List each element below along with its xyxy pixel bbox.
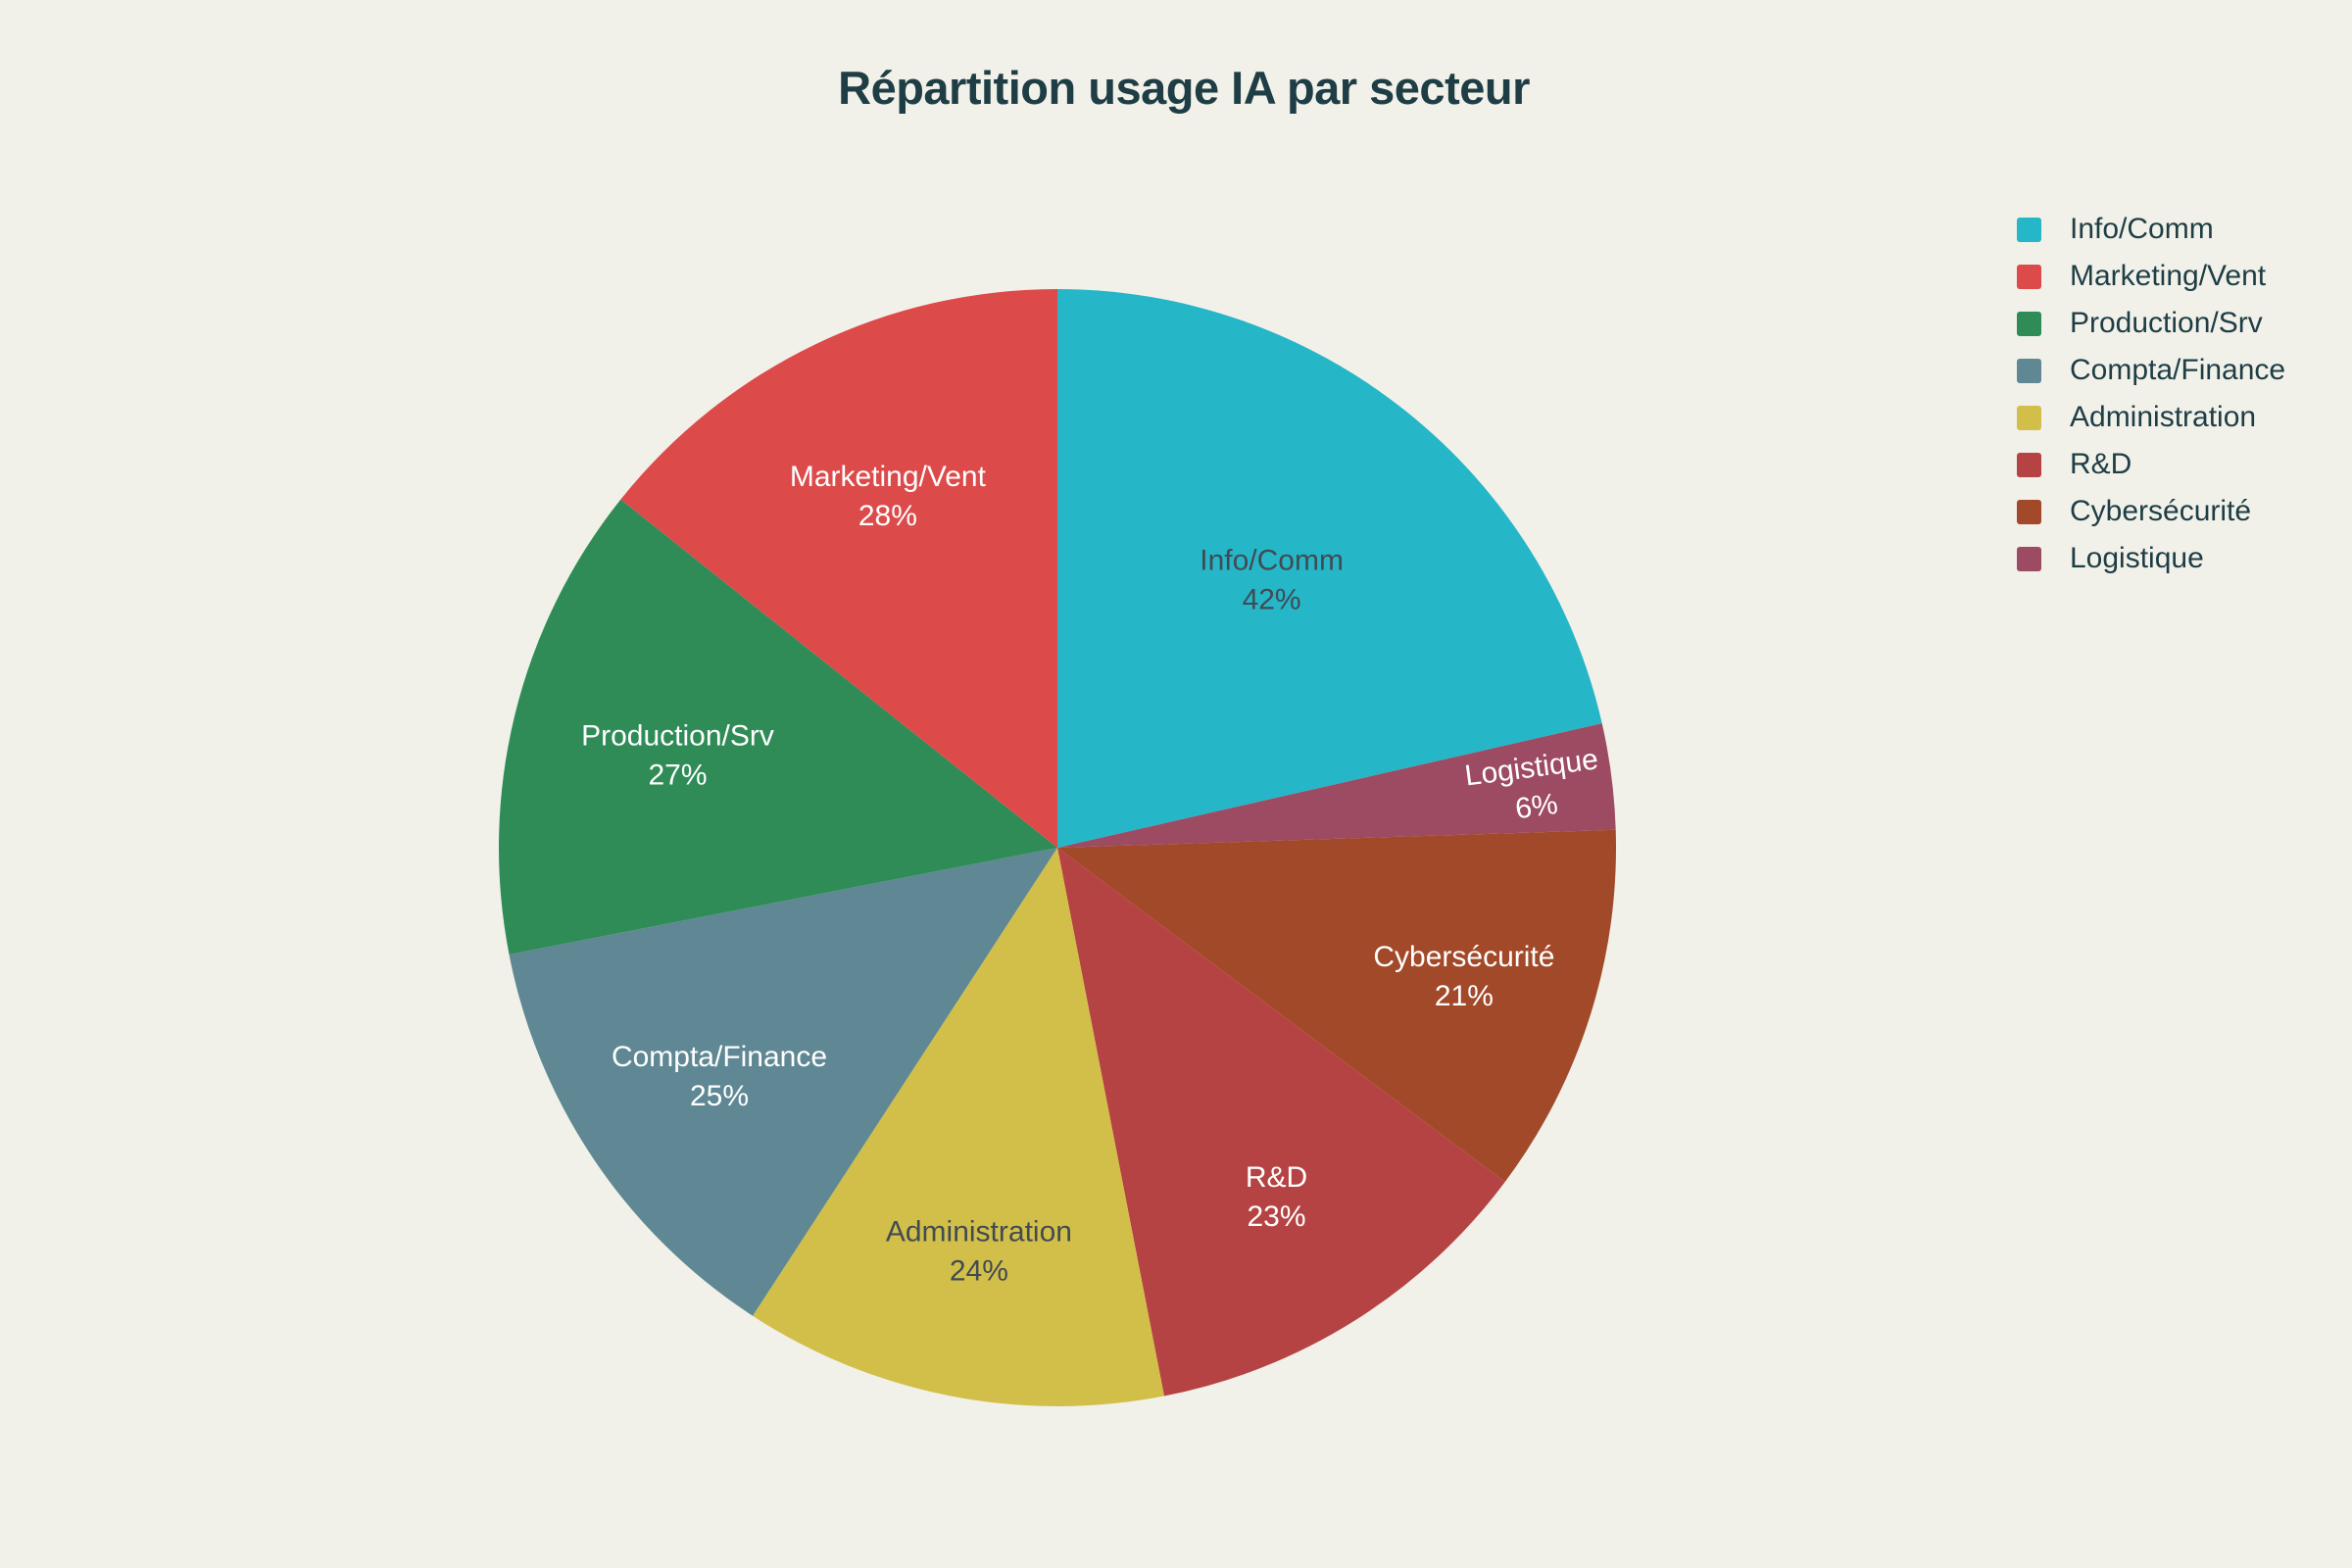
legend-item-r-d[interactable]: R&D <box>2017 441 2285 488</box>
slice-label-percent: 25% <box>690 1080 749 1112</box>
legend-item-compta-finance[interactable]: Compta/Finance <box>2017 347 2285 394</box>
slice-label-percent: 27% <box>648 760 707 792</box>
legend-item-info-comm[interactable]: Info/Comm <box>2017 206 2285 253</box>
pie-slice-administration[interactable] <box>753 848 1164 1407</box>
legend-swatch <box>2017 452 2041 477</box>
pie-slice-production-srv[interactable] <box>498 499 1057 955</box>
slice-label-percent: 28% <box>858 500 917 532</box>
legend: Info/Comm Marketing/Vent Production/Srv Com… <box>2017 206 2285 582</box>
pie-slice-cybers-curit-[interactable] <box>1057 829 1617 1182</box>
legend-swatch <box>2017 264 2041 289</box>
slice-label-percent: 42% <box>1243 583 1301 615</box>
slice-label-percent: 24% <box>950 1255 1008 1288</box>
legend-swatch <box>2017 358 2041 383</box>
legend-swatch <box>2017 499 2041 524</box>
pie-slice-label: Production/Srv 27% <box>581 720 774 792</box>
slice-label-name: Administration <box>886 1216 1072 1249</box>
legend-swatch <box>2017 311 2041 336</box>
slice-label-name: Marketing/Vent <box>790 461 987 493</box>
pie-slice-label: Marketing/Vent 28% <box>790 461 987 532</box>
slice-label-name: Compta/Finance <box>612 1041 827 1073</box>
pie-slice-label: R&D 23% <box>1246 1161 1307 1233</box>
pie-slice-logistique[interactable] <box>1057 723 1616 848</box>
pie-slice-label: Administration 24% <box>886 1216 1072 1288</box>
slice-label-percent: 21% <box>1435 980 1494 1012</box>
slice-label-name: Cybersécurité <box>1373 941 1554 973</box>
legend-label: Logistique <box>2070 542 2204 574</box>
legend-label: Marketing/Vent <box>2070 260 2267 292</box>
legend-label: Administration <box>2070 401 2257 433</box>
legend-item-logistique[interactable]: Logistique <box>2017 535 2285 582</box>
slice-label-name: R&D <box>1246 1161 1307 1194</box>
slice-label-name: Info/Comm <box>1200 544 1344 576</box>
legend-label: Compta/Finance <box>2070 354 2286 386</box>
legend-item-marketing-vent[interactable]: Marketing/Vent <box>2017 253 2285 300</box>
legend-item-administration[interactable]: Administration <box>2017 394 2285 441</box>
legend-swatch <box>2017 217 2041 242</box>
pie-slice-label: Info/Comm 42% <box>1200 544 1344 615</box>
legend-item-production-srv[interactable]: Production/Srv <box>2017 300 2285 347</box>
pie-slice-r-d[interactable] <box>1057 848 1505 1396</box>
chart-title: Répartition usage IA par secteur <box>838 62 1530 114</box>
pie-slice-info-comm[interactable] <box>1057 289 1602 848</box>
pie-slice-marketing-vent[interactable] <box>620 289 1057 848</box>
slice-label-name: Production/Srv <box>581 720 774 753</box>
legend-swatch <box>2017 405 2041 430</box>
legend-label: R&D <box>2070 448 2132 480</box>
slice-label-percent: 6% <box>1513 788 1559 825</box>
legend-label: Info/Comm <box>2070 213 2214 245</box>
legend-label: Production/Srv <box>2070 307 2263 339</box>
legend-item-cybers-curit-[interactable]: Cybersécurité <box>2017 488 2285 535</box>
pie-slice-label: Cybersécurité 21% <box>1373 941 1554 1012</box>
legend-swatch <box>2017 546 2041 571</box>
pie-slice-label: Compta/Finance 25% <box>612 1041 827 1112</box>
legend-label: Cybersécurité <box>2070 495 2252 527</box>
pie-slice-compta-finance[interactable] <box>509 848 1057 1316</box>
slice-label-percent: 23% <box>1247 1200 1305 1233</box>
